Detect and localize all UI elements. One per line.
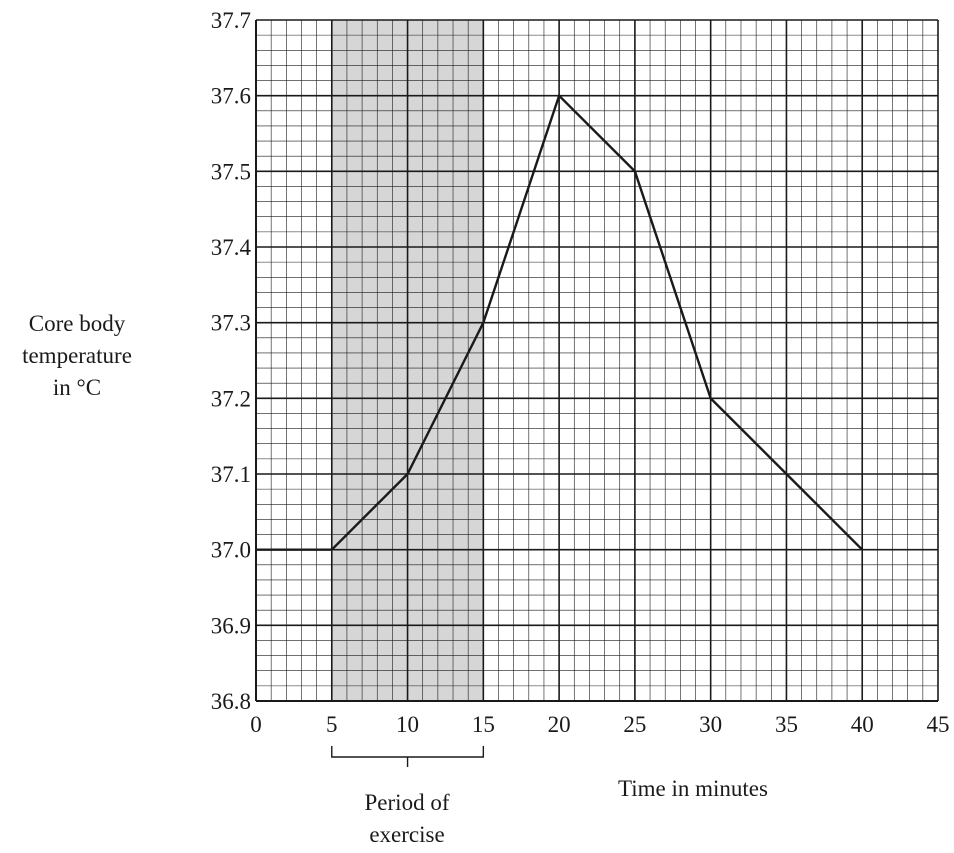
x-tick-label: 5 [326,712,338,737]
y-tick-label: 36.9 [211,613,251,638]
x-tick-labels: 0 5 10 15 20 25 30 35 40 45 [250,712,949,737]
y-tick-label: 37.5 [211,159,251,184]
y-tick-label: 37.2 [211,386,251,411]
y-tick-label: 37.3 [211,311,251,336]
x-tick-label: 10 [396,712,419,737]
exercise-bracket-path [331,746,485,767]
y-tick-label: 37.6 [211,84,251,109]
exercise-label-line-1: Period of [365,790,450,815]
y-tick-label: 36.8 [211,689,251,714]
temperature-line [256,93,864,551]
exercise-label-line-2: exercise [369,822,444,847]
x-tick-label: 0 [250,712,262,737]
y-tick-label: 37.1 [211,462,251,487]
x-tick-label: 45 [927,712,950,737]
x-tick-label: 30 [699,712,722,737]
y-tick-label: 37.4 [211,235,252,260]
x-axis-label: Time in minutes [618,776,768,801]
x-tick-label: 25 [623,712,646,737]
temperature-series [256,93,864,551]
y-axis-label-line-3: in °C [53,375,101,400]
x-tick-label: 35 [775,712,798,737]
x-tick-label: 20 [548,712,571,737]
y-tick-labels: 36.8 36.9 37.0 37.1 37.2 37.3 37.4 37.5 37.6 37.7 [211,8,252,714]
x-tick-label: 15 [472,712,495,737]
exercise-bracket [331,746,485,767]
grid [255,19,939,702]
y-tick-label: 37.0 [211,538,251,563]
y-tick-label: 37.7 [211,8,251,33]
y-axis-label-line-2: temperature [22,343,132,368]
y-axis-label-line-1: Core body [29,311,126,336]
x-tick-label: 40 [851,712,874,737]
